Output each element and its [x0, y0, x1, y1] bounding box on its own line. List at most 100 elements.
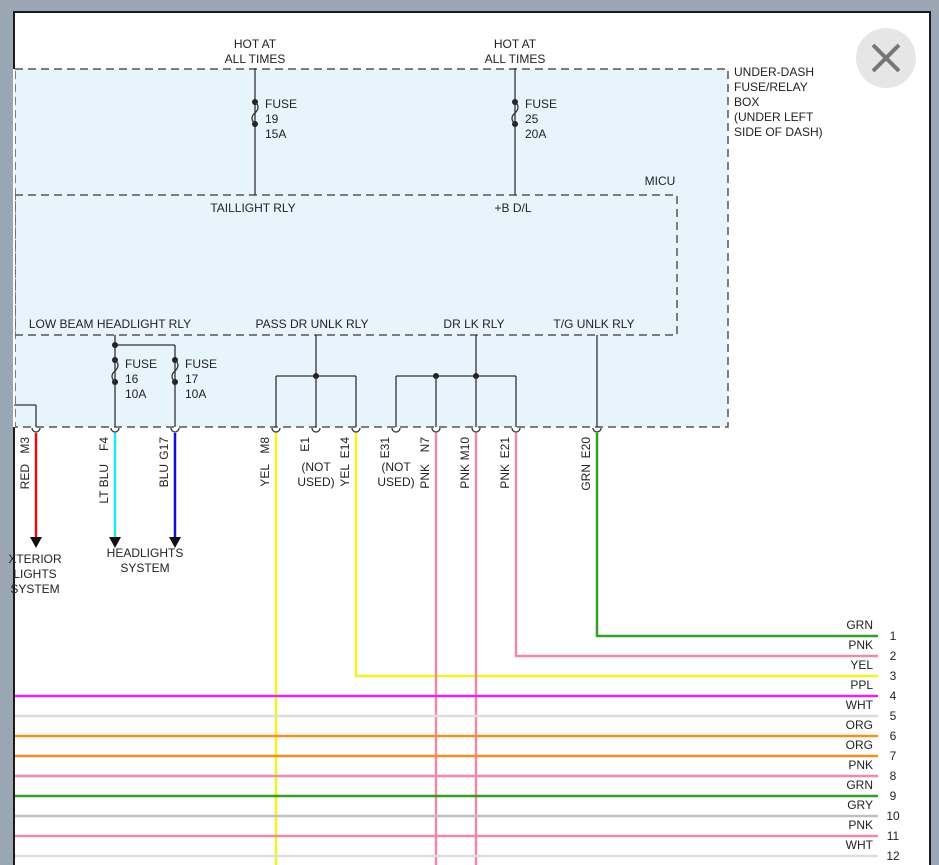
destination-label: SYSTEM: [120, 561, 169, 575]
harness-number: 2: [890, 649, 897, 663]
connector-pin: [351, 427, 361, 433]
close-icon: [871, 43, 901, 73]
connector-pin: [471, 427, 481, 433]
connector-pin: [311, 427, 321, 433]
connector-pin: [511, 427, 521, 433]
wire-color-label: GRN: [579, 464, 593, 491]
box-label: (UNDER LEFT: [734, 110, 814, 124]
connector-pin: [271, 427, 281, 433]
junction-dot: [112, 342, 118, 348]
pin-id: G17: [157, 437, 171, 460]
harness-number: 3: [890, 669, 897, 683]
box-label: BOX: [734, 95, 759, 109]
harness-wire-label: PNK: [848, 758, 873, 772]
harness-number: 1: [890, 629, 897, 643]
box-label: SIDE OF DASH): [734, 125, 823, 139]
pin-id: M3: [18, 437, 32, 454]
fuse-label: FUSE: [125, 357, 157, 371]
connector-pin: [391, 427, 401, 433]
fuse-label: 19: [265, 112, 279, 126]
arrow-head: [30, 537, 42, 548]
arrow-head: [109, 537, 121, 548]
fuse-label: 15A: [265, 127, 286, 141]
pin-id: F4: [97, 437, 111, 451]
fuse-symbol: [511, 101, 519, 125]
pin-id: E1: [298, 437, 312, 452]
harness-wire-label: WHT: [846, 698, 874, 712]
harness-wire-label: ORG: [846, 718, 873, 732]
fuse-symbol: [111, 359, 119, 383]
harness-wire-label: GRN: [846, 778, 873, 792]
wire-color-label: YEL: [258, 464, 272, 487]
supply-label: ALL TIMES: [225, 52, 286, 66]
relay-label: DR LK RLY: [443, 317, 504, 331]
destination-label: SYSTEM: [10, 582, 59, 596]
fuse-label: 17: [185, 372, 199, 386]
harness-wire-label: PNK: [848, 638, 873, 652]
relay-label: LOW BEAM HEADLIGHT RLY: [29, 317, 191, 331]
micu-label: MICU: [645, 174, 676, 188]
harness-number: 6: [890, 729, 897, 743]
pin-note: (NOT: [381, 460, 411, 474]
harness-number: 11: [887, 829, 900, 843]
destination-label: LIGHTS: [13, 567, 56, 581]
wire: [514, 433, 878, 658]
fuse-label: FUSE: [525, 97, 557, 111]
relay-label: PASS DR UNLK RLY: [256, 317, 369, 331]
connector-pin: [110, 427, 120, 433]
supply-label: ALL TIMES: [485, 52, 546, 66]
connector-pin: [170, 427, 180, 433]
pin-id: E21: [498, 437, 512, 459]
destination-label: XTERIOR: [8, 552, 62, 566]
harness-number: 12: [886, 849, 900, 863]
fuse-symbol: [251, 101, 259, 125]
pin-id: E31: [378, 437, 392, 459]
wire-color-label: LT BLU: [97, 464, 111, 504]
box-label: UNDER-DASH: [734, 65, 814, 79]
fuse-symbol: [171, 359, 179, 383]
wire-color-label: RED: [18, 464, 32, 490]
harness-number: 4: [890, 689, 897, 703]
wire: [595, 433, 878, 638]
pin-note: (NOT: [301, 460, 331, 474]
fuse-label: 20A: [525, 127, 546, 141]
pin-id: M10: [458, 437, 472, 461]
supply-label: HOT AT: [494, 37, 537, 51]
fuse-label: FUSE: [265, 97, 297, 111]
connector-pin: [31, 427, 41, 433]
wire-color-label: PNK: [458, 464, 472, 489]
harness-number: 8: [890, 769, 897, 783]
pin-id: M8: [258, 437, 272, 454]
harness-number: 7: [890, 749, 897, 763]
harness-wire-label: PNK: [848, 818, 873, 832]
fuse-label: 10A: [125, 387, 146, 401]
harness-number: 10: [886, 809, 900, 823]
harness-number: 9: [890, 789, 897, 803]
pin-id: E14: [338, 437, 352, 459]
relay-label: T/G UNLK RLY: [553, 317, 634, 331]
fuse-label: 16: [125, 372, 139, 386]
harness-wire-label: PPL: [850, 678, 873, 692]
pin-id: E20: [579, 437, 593, 459]
harness-wire-label: GRN: [846, 618, 873, 632]
harness-number: 5: [890, 709, 897, 723]
connector-pin: [431, 427, 441, 433]
fuse-relay-box: [14, 68, 729, 428]
harness-wire-label: WHT: [846, 838, 874, 852]
arrow-head: [169, 537, 181, 548]
harness-wire-label: YEL: [850, 658, 873, 672]
wire-color-label: YEL: [338, 464, 352, 487]
relay-label: TAILLIGHT RLY: [210, 201, 295, 215]
fuse-label: 25: [525, 112, 539, 126]
pin-note: USED): [297, 475, 334, 489]
fuse-label: 10A: [185, 387, 206, 401]
wire-color-label: BLU: [157, 464, 171, 487]
destination-label: HEADLIGHTS: [107, 546, 184, 560]
pin-note: USED): [377, 475, 414, 489]
fuse-label: FUSE: [185, 357, 217, 371]
supply-label: HOT AT: [234, 37, 277, 51]
pin-id: N7: [418, 437, 432, 453]
wire: [354, 433, 878, 678]
